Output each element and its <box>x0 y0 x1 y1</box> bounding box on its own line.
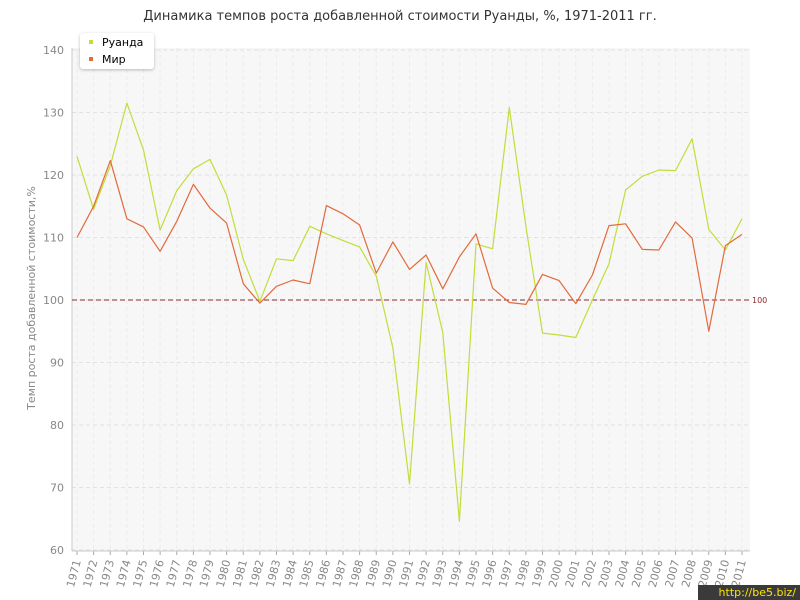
series-line-rwanda[interactable] <box>76 102 743 522</box>
y-axis-label: Темп роста добавленной стоимости,% <box>25 186 38 411</box>
y-tick-label: 120 <box>43 169 64 182</box>
series-line-world[interactable] <box>76 160 743 332</box>
legend-item-world[interactable]: Мир <box>80 52 154 67</box>
legend-label-rwanda: Руанда <box>102 36 144 49</box>
y-tick-label: 130 <box>43 107 64 120</box>
y-tick-label: 110 <box>43 232 64 245</box>
x-tick-labels: 1971197219731974197519761977197819791980… <box>64 558 749 588</box>
chart-title: Динамика темпов роста добавленной стоимо… <box>143 9 657 24</box>
reference-line-group: 100 <box>72 296 767 305</box>
reference-line-label: 100 <box>752 296 767 305</box>
grid <box>71 48 750 555</box>
legend: Руанда Мир <box>80 33 154 69</box>
y-tick-label: 140 <box>43 44 64 57</box>
legend-label-world: Мир <box>102 53 126 66</box>
y-tick-label: 70 <box>50 482 64 495</box>
legend-marker-rwanda <box>89 40 93 44</box>
legend-marker-world <box>89 57 93 61</box>
y-tick-label: 90 <box>50 357 64 370</box>
watermark[interactable]: http://be5.biz/ <box>698 585 800 600</box>
series-group <box>76 102 743 522</box>
legend-item-rwanda[interactable]: Руанда <box>80 35 154 50</box>
y-tick-label: 100 <box>43 294 64 307</box>
y-tick-label: 80 <box>50 419 64 432</box>
y-tick-labels: 60 70 80 90 100 110 120 130 140 <box>43 44 64 557</box>
y-tick-label: 60 <box>50 544 64 557</box>
